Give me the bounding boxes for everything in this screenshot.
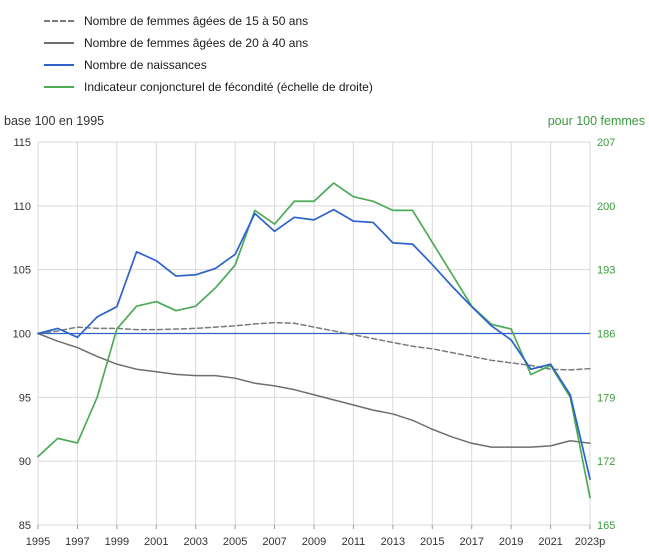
chart-legend: Nombre de femmes âgées de 15 à 50 ans No… (0, 0, 649, 98)
x-axis-tick-label: 2021 (538, 536, 562, 548)
x-axis-tick-label: 2009 (302, 536, 326, 548)
right-axis-tick-label: 165 (597, 520, 615, 532)
left-axis-tick-label: 115 (13, 137, 31, 149)
x-axis-tick-label: 2003 (183, 536, 207, 548)
gridlines (37, 141, 591, 529)
left-axis-tick-label: 90 (19, 456, 31, 468)
right-axis-tick-label: 200 (597, 201, 615, 213)
right-axis-tick-label: 193 (597, 265, 615, 277)
solid-blue-line-swatch-icon (44, 64, 74, 66)
left-axis-tick-label: 100 (13, 329, 31, 341)
x-axis-tick-label: 2023p (575, 536, 606, 548)
series-line-1 (37, 332, 591, 448)
x-axis-tick-label: 1999 (105, 536, 129, 548)
solid-green-line-swatch-icon (44, 86, 74, 88)
right-axis-tick-label: 179 (597, 392, 615, 404)
x-axis-tick-label: 2001 (144, 536, 168, 548)
legend-label-femmes-15-50: Nombre de femmes âgées de 15 à 50 ans (84, 14, 309, 28)
left-axis-title: base 100 en 1995 (4, 114, 105, 128)
legend-item-fecondite: Indicateur conjoncturel de fécondité (éc… (44, 76, 649, 98)
solid-gray-line-swatch-icon (44, 42, 74, 44)
series-line-0 (37, 321, 591, 371)
legend-label-fecondite: Indicateur conjoncturel de fécondité (éc… (84, 80, 373, 94)
legend-label-naissances: Nombre de naissances (84, 58, 207, 72)
x-axis-tick-label: 1997 (65, 536, 89, 548)
x-axis-tick-label: 2017 (459, 536, 483, 548)
x-axis-tick-label: 1995 (26, 536, 50, 548)
axis-titles-row: base 100 en 1995 pour 100 femmes (0, 98, 649, 128)
series-line-2 (37, 208, 591, 480)
axis-tick-labels: 85 90 95 100 105 110 115 165 172 179 186 193 200 207 1… (13, 137, 616, 548)
right-axis-tick-label: 186 (597, 329, 615, 341)
right-axis-tick-label: 172 (597, 456, 615, 468)
x-axis-tick-label: 2005 (223, 536, 247, 548)
left-axis-tick-label: 110 (13, 201, 31, 213)
legend-label-femmes-20-40: Nombre de femmes âgées de 20 à 40 ans (84, 36, 309, 50)
legend-item-femmes-20-40: Nombre de femmes âgées de 20 à 40 ans (44, 32, 649, 54)
dashed-line-swatch-icon (44, 20, 74, 22)
x-axis-tick-label: 2011 (342, 536, 366, 548)
right-axis-title: pour 100 femmes (547, 114, 645, 128)
series-line-3 (37, 182, 591, 499)
left-axis-tick-label: 85 (19, 520, 31, 532)
x-axis-tick-label: 2015 (420, 536, 444, 548)
left-axis-tick-label: 95 (19, 392, 31, 404)
x-axis-tick-label: 2019 (499, 536, 523, 548)
legend-item-naissances: Nombre de naissances (44, 54, 649, 76)
right-axis-tick-label: 207 (597, 137, 615, 149)
x-axis-tick-label: 2007 (262, 536, 286, 548)
legend-item-femmes-15-50: Nombre de femmes âgées de 15 à 50 ans (44, 10, 649, 32)
left-axis-tick-label: 105 (13, 265, 31, 277)
chart-canvas: 85 90 95 100 105 110 115 165 172 179 186 193 200 207 1… (13, 137, 616, 548)
x-axis-tick-label: 2013 (381, 536, 405, 548)
